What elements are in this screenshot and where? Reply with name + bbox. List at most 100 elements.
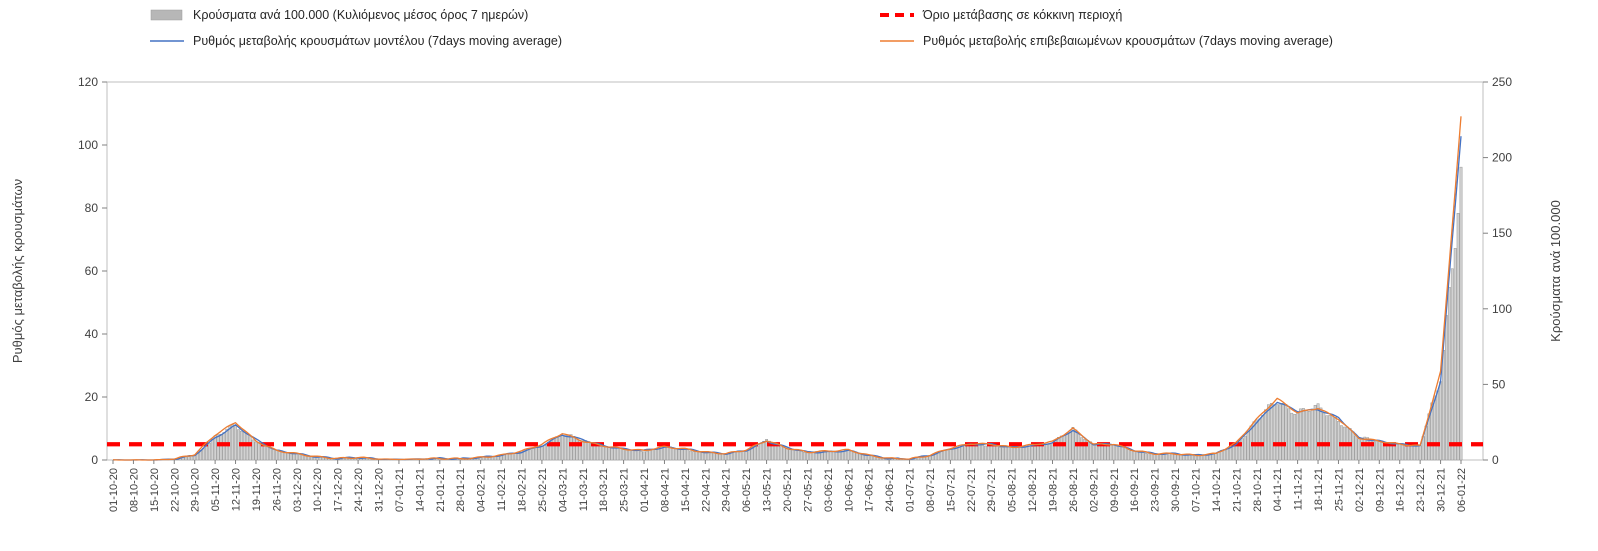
case-bar [1138, 451, 1142, 461]
case-bar [660, 447, 663, 461]
case-bar [736, 451, 739, 461]
x-tick-label: 12-11-20 [231, 468, 243, 511]
case-bar [1398, 443, 1402, 461]
case-bar [1094, 445, 1098, 461]
x-tick-label: 22-10-20 [169, 468, 181, 512]
case-bar [1275, 404, 1279, 461]
case-bar [537, 445, 541, 461]
case-bar [505, 453, 509, 461]
case-bar [960, 444, 964, 461]
right-tick-label: 200 [1492, 151, 1512, 165]
x-tick-label: 19-08-21 [1048, 468, 1060, 512]
legend-item-model-line: Ρυθμός μεταβολής κρουσμάτων μοντέλου (7d… [150, 34, 562, 48]
case-bar [826, 451, 830, 461]
case-bar [1386, 443, 1390, 461]
left-tick-label: 20 [85, 390, 99, 404]
case-bar [668, 446, 672, 461]
case-bar [1447, 287, 1451, 461]
case-bar [1077, 433, 1081, 461]
right-tick-label: 50 [1492, 377, 1506, 391]
case-bar [703, 452, 707, 461]
x-tick-label: 31-12-20 [374, 468, 386, 512]
x-tick-label: 28-01-21 [455, 468, 467, 512]
x-tick-label: 03-06-21 [823, 468, 835, 512]
case-bar [639, 450, 643, 461]
case-bar [741, 451, 745, 461]
left-tick-label: 60 [85, 264, 99, 278]
legend-item-cases-bars: Κρούσματα ανά 100.000 (Κυλιόμενος μέσος … [150, 8, 528, 22]
case-bar [482, 457, 485, 461]
x-tick-label: 06-05-21 [741, 468, 753, 512]
x-tick-label: 18-02-21 [517, 468, 529, 512]
case-bar [598, 445, 602, 461]
case-bar [966, 444, 970, 461]
x-tick-label: 06-01-22 [1456, 468, 1468, 512]
case-bar [528, 449, 532, 461]
chart-legend: Κρούσματα ανά 100.000 (Κυλιόμενος μέσος … [0, 0, 1598, 64]
case-bar [677, 448, 681, 461]
x-tick-label: 21-01-21 [435, 468, 447, 512]
case-bar [759, 443, 763, 461]
case-bar [251, 439, 255, 461]
case-bar [870, 455, 874, 461]
x-tick-label: 08-10-20 [128, 468, 140, 512]
case-bar [773, 444, 777, 461]
right-tick-label: 0 [1492, 453, 1499, 467]
case-bar [213, 435, 217, 461]
case-bar [202, 448, 205, 461]
case-bar [1439, 381, 1442, 461]
legend-label-confirmed-line: Ρυθμός μεταβολής επιβεβαιωμένων κρουσμάτ… [923, 34, 1333, 48]
case-bar [1410, 444, 1413, 461]
x-tick-label: 18-11-21 [1313, 468, 1325, 511]
case-bar [1453, 248, 1457, 461]
x-tick-label: 11-02-21 [496, 468, 508, 511]
model-rate-line [112, 136, 1462, 461]
case-bar [951, 448, 955, 461]
case-bar [1372, 440, 1375, 461]
case-bar [601, 445, 605, 461]
case-bar [234, 425, 237, 461]
x-tick-label: 27-05-21 [802, 468, 814, 512]
case-bar [823, 451, 827, 461]
case-bar [963, 444, 967, 461]
case-bar [269, 447, 272, 461]
case-bar [791, 449, 795, 461]
case-bar [835, 451, 838, 461]
case-bar [184, 456, 188, 461]
case-bar [692, 451, 696, 461]
x-tick-label: 08-04-21 [660, 468, 672, 512]
case-bar [1445, 315, 1448, 461]
case-bar [549, 441, 553, 461]
case-bar [1191, 455, 1194, 461]
case-bar [776, 444, 780, 461]
case-bar [1021, 445, 1025, 461]
case-bar [651, 448, 655, 461]
case-bar [665, 446, 669, 461]
case-bar [808, 451, 812, 461]
x-tick-label: 15-07-21 [945, 468, 957, 512]
case-bar [838, 451, 841, 461]
case-bar [1030, 446, 1034, 461]
case-bar [619, 447, 623, 461]
case-bar [788, 449, 792, 461]
case-bar [558, 435, 561, 461]
case-bar [995, 445, 999, 461]
case-bar [1418, 445, 1422, 461]
case-bar [954, 447, 958, 461]
x-tick-label: 08-07-21 [925, 468, 937, 512]
right-tick-label: 100 [1492, 302, 1512, 316]
case-bar [292, 453, 296, 461]
case-bar [275, 450, 278, 461]
case-bar [1109, 444, 1113, 461]
case-bar [949, 449, 952, 461]
case-bar [534, 446, 538, 461]
case-bar [1013, 447, 1016, 461]
case-bar [1375, 441, 1378, 461]
case-bar [1243, 435, 1247, 461]
blue-line-swatch-icon [150, 40, 184, 42]
x-tick-label: 14-10-21 [1211, 468, 1223, 512]
x-tick-label: 25-03-21 [619, 468, 631, 512]
case-bar [1118, 445, 1122, 461]
case-bar [820, 451, 824, 461]
case-bar [1091, 444, 1095, 461]
